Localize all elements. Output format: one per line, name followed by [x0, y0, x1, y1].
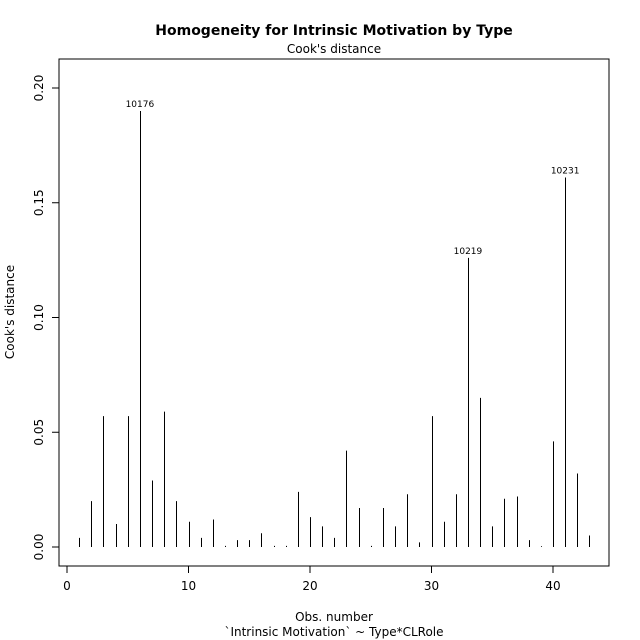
y-tick-label: 0.10 [32, 304, 46, 331]
x-axis-label: Obs. number [295, 610, 373, 624]
point-label-10219: 10219 [454, 247, 483, 257]
y-axis: 0.00 0.05 0.10 0.15 0.20 [32, 75, 59, 561]
y-tick-label: 0.20 [32, 75, 46, 102]
chart-subtitle: Cook's distance [287, 42, 381, 56]
point-label-10176: 10176 [126, 100, 155, 110]
x-tick-label: 40 [545, 579, 560, 593]
point-labels: 10176 10219 10231 [126, 100, 580, 257]
x-tick-label: 10 [181, 579, 196, 593]
y-tick-label: 0.15 [32, 189, 46, 216]
x-axis-formula: `Intrinsic Motivation` ~ Type*CLRole [224, 625, 443, 639]
plot-frame [58, 58, 610, 567]
x-tick-label: 30 [424, 579, 439, 593]
y-tick-label: 0.05 [32, 419, 46, 446]
chart-title: Homogeneity for Intrinsic Motivation by … [155, 23, 512, 39]
y-tick-label: 0.00 [32, 534, 46, 561]
x-tick-label: 20 [302, 579, 317, 593]
x-tick-label: 0 [63, 579, 71, 593]
y-axis-label: Cook's distance [3, 265, 17, 359]
x-axis: 0 10 20 30 40 [63, 566, 561, 593]
point-label-10231: 10231 [551, 167, 580, 177]
data-spikes [79, 110, 590, 547]
